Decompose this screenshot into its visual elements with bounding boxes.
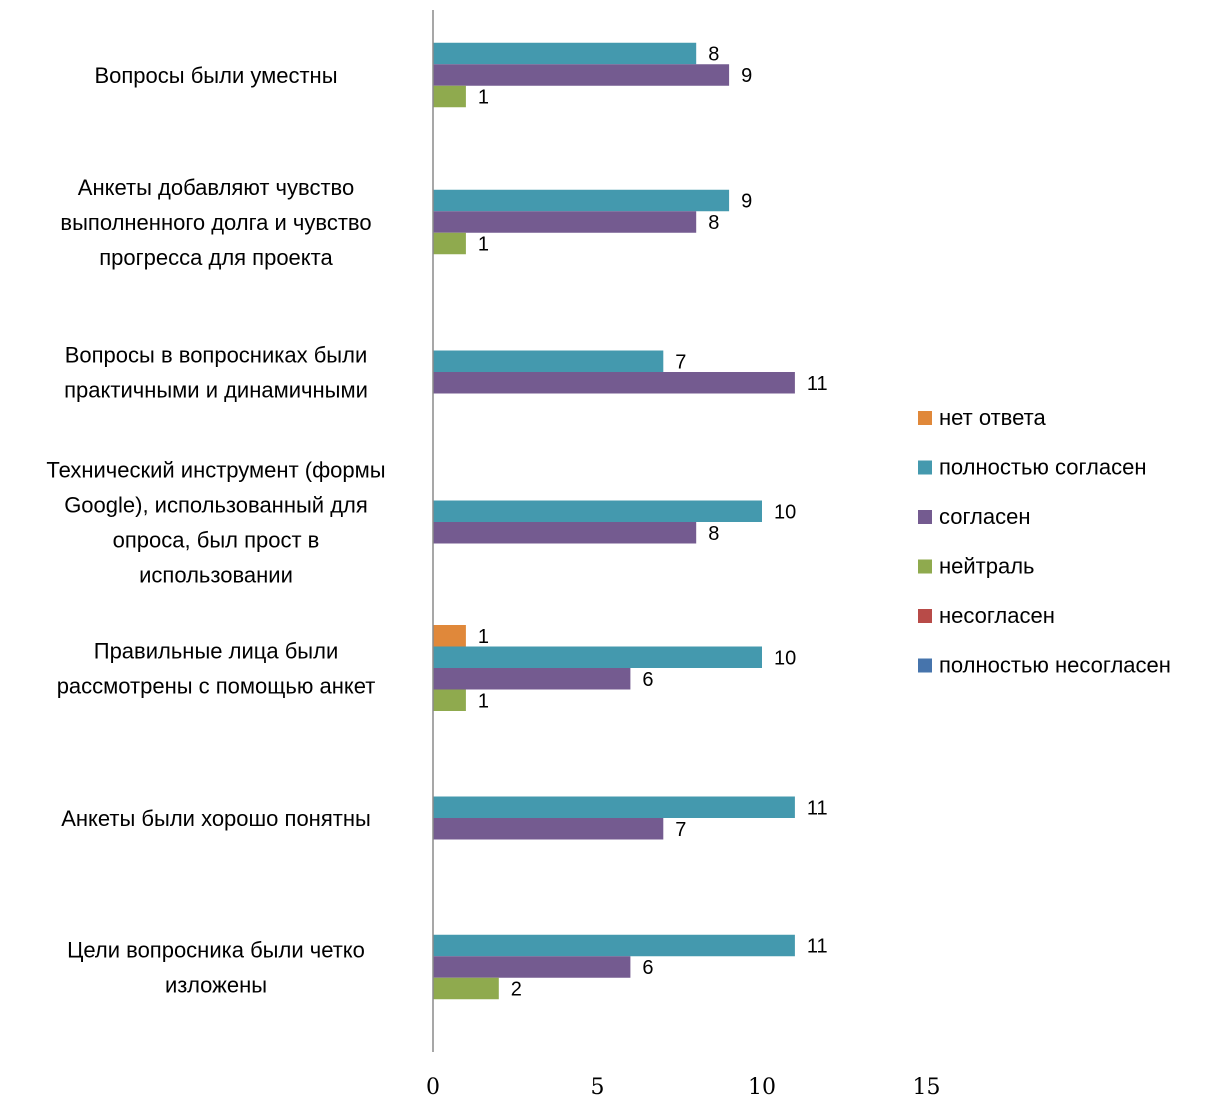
bar-5-series-2 <box>433 646 762 668</box>
legend-swatch-5 <box>918 609 932 623</box>
legend-item-1: нет ответа <box>918 405 1046 430</box>
x-tick-10: 10 <box>748 1075 776 1097</box>
bar-1-series-2 <box>433 42 697 65</box>
bars <box>433 42 795 1000</box>
category-label-3: Вопросы в вопросниках были практичными и … <box>64 343 368 403</box>
legend-label-1: нет ответа <box>939 405 1046 430</box>
x-tick-0: 0 <box>426 1075 440 1097</box>
bar-4-series-2 <box>433 500 762 522</box>
bar-3-series-2 <box>433 350 664 372</box>
x-tick-15: 15 <box>913 1075 941 1097</box>
data-label-1-series-3: 9 <box>741 65 752 87</box>
data-label-7-series-2: 11 <box>807 936 828 958</box>
legend-swatch-4 <box>918 559 932 574</box>
bar-7-series-4 <box>433 977 499 1000</box>
legend-item-3: согласен <box>918 504 1030 529</box>
bar-5-series-1 <box>433 625 466 647</box>
data-label-5-series-2: 10 <box>774 647 796 669</box>
data-label-3-series-2: 7 <box>675 351 686 373</box>
legend-label-2: полностью согласен <box>939 455 1147 480</box>
data-label-6-series-3: 7 <box>675 819 686 841</box>
data-label-1-series-2: 8 <box>708 44 719 66</box>
bar-1-series-3 <box>433 64 730 86</box>
data-label-4-series-2: 10 <box>774 501 796 523</box>
data-label-5-series-3: 6 <box>642 669 653 691</box>
bar-3-series-3 <box>433 372 795 394</box>
category-label-4: Технический инструмент (формы Google), ис… <box>46 458 385 588</box>
bar-1-series-4 <box>433 85 466 108</box>
legend-item-4: нейтраль <box>918 554 1035 579</box>
bar-7-series-3 <box>433 956 631 978</box>
x-tick-5: 5 <box>591 1075 605 1097</box>
bar-2-series-3 <box>433 211 697 233</box>
data-label-1-series-4: 1 <box>478 87 489 109</box>
legend-label-4: нейтраль <box>939 554 1035 579</box>
bar-4-series-3 <box>433 522 697 544</box>
bar-5-series-4 <box>433 689 466 711</box>
legend-label-5: несогласен <box>939 603 1055 628</box>
legend-swatch-6 <box>918 658 932 673</box>
bar-2-series-4 <box>433 232 466 255</box>
legend-label-6: полностью несогласен <box>939 653 1171 678</box>
category-label-2: Анкеты добавляют чувство выполненного дол… <box>60 175 371 270</box>
data-label-6-series-2: 11 <box>807 797 828 819</box>
data-label-2-series-4: 1 <box>478 234 489 256</box>
legend-item-2: полностью согласен <box>918 455 1147 480</box>
legend-item-6: полностью несогласен <box>918 653 1171 678</box>
category-label-1: Вопросы были уместны <box>94 63 337 88</box>
bar-7-series-2 <box>433 934 795 957</box>
data-label-5-series-4: 1 <box>478 690 489 712</box>
category-label-7: Цели вопросника были четко изложены <box>67 938 365 998</box>
legend-item-5: несогласен <box>918 603 1055 628</box>
legend-swatch-1 <box>918 411 932 425</box>
x-tick-labels: 0 5 10 15 <box>426 1075 941 1097</box>
data-label-7-series-3: 6 <box>642 957 653 979</box>
legend-label-3: согласен <box>939 504 1030 529</box>
bar-5-series-3 <box>433 668 631 690</box>
data-label-4-series-3: 8 <box>708 523 719 545</box>
data-label-7-series-4: 2 <box>511 979 522 1001</box>
bar-6-series-3 <box>433 818 664 840</box>
legend-swatch-2 <box>918 460 932 475</box>
legend-swatch-3 <box>918 510 932 524</box>
category-label-5: Правильные лица были рассмотрены с помощь… <box>57 639 376 699</box>
bar-2-series-2 <box>433 189 730 212</box>
data-label-3-series-3: 11 <box>807 373 828 395</box>
data-label-2-series-3: 8 <box>708 212 719 234</box>
data-label-2-series-2: 9 <box>741 191 752 213</box>
bar-6-series-2 <box>433 796 795 818</box>
legend: нет ответа полностью согласен согласен нейт… <box>918 405 1171 678</box>
category-labels: Вопросы были уместны Анкеты добавляют чув… <box>46 63 385 998</box>
category-label-6: Анкеты были хорошо понятны <box>61 806 371 831</box>
data-label-5-series-1: 1 <box>478 626 489 648</box>
